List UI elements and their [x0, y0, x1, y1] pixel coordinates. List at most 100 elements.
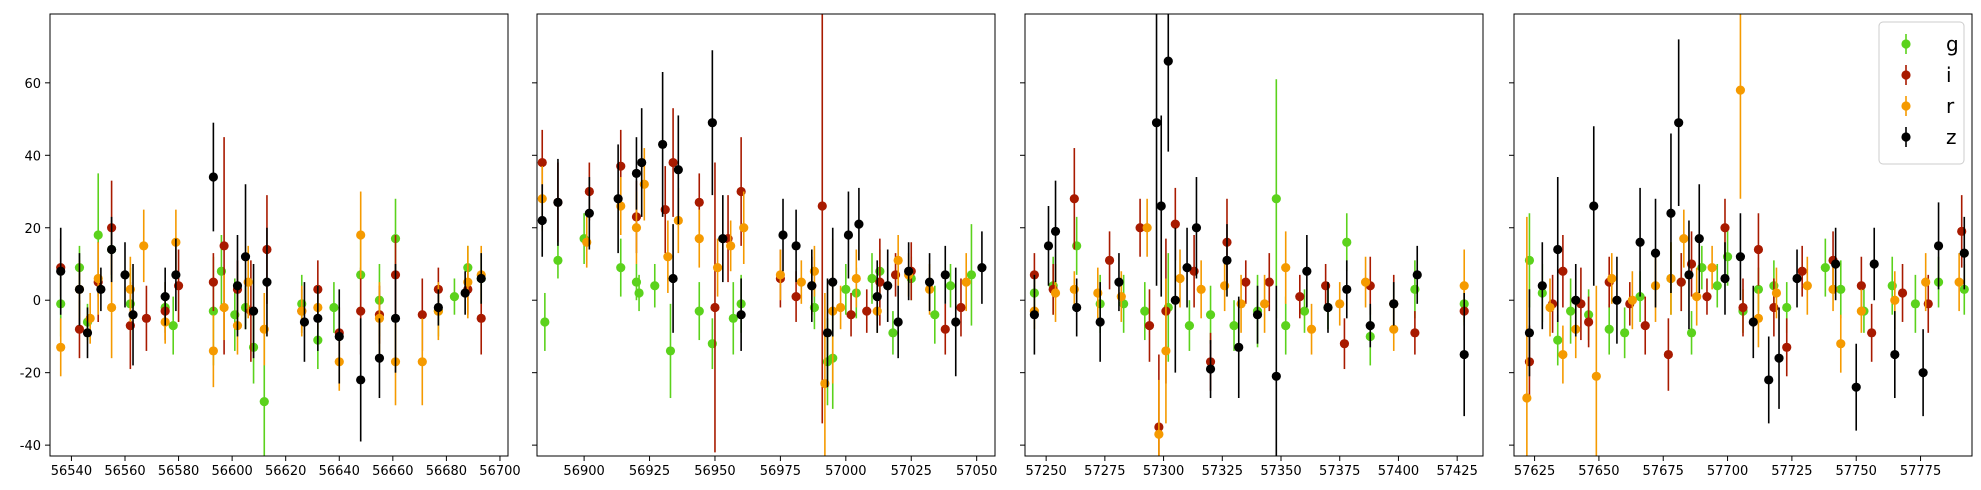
data-point [1782, 342, 1792, 352]
x-tick-label: 56680 [426, 464, 467, 479]
plot-area [56, 122, 486, 456]
data-point [1589, 201, 1599, 211]
data-point [1114, 277, 1124, 287]
data-point [977, 263, 987, 273]
panel-2: 56900 56925 56950 56975 57000 57025 57050 [532, 13, 997, 479]
data-point [791, 291, 801, 302]
series-z [1029, 14, 1469, 456]
data-point [835, 302, 846, 313]
data-point [1933, 241, 1944, 251]
data-point [1072, 302, 1082, 313]
data-point [160, 291, 170, 302]
data-point [1306, 324, 1317, 334]
data-point [1029, 310, 1039, 320]
data-point [924, 277, 935, 287]
data-point [1170, 219, 1180, 229]
series-i [1524, 195, 1967, 399]
legend-box [1878, 21, 1965, 165]
data-point [1558, 349, 1568, 360]
data-point [1566, 306, 1576, 316]
data-point [904, 266, 914, 276]
data-point [1537, 281, 1547, 291]
data-point [1264, 277, 1274, 287]
x-tick-label: 57725 [1771, 464, 1812, 479]
data-point [1792, 273, 1802, 284]
plot-area [537, 14, 987, 456]
data-point [718, 234, 728, 244]
data-point [1684, 270, 1694, 280]
data-point [712, 263, 723, 273]
data-point [107, 244, 117, 255]
data-point [107, 302, 117, 313]
data-point [694, 234, 704, 244]
data-point [1738, 302, 1748, 313]
data-point [1142, 223, 1152, 233]
data-point [1890, 295, 1900, 305]
data-point [1735, 85, 1746, 95]
data-point [893, 255, 903, 265]
x-tick-label: 57000 [825, 464, 866, 479]
data-point [1412, 270, 1422, 280]
data-point [1281, 320, 1291, 331]
data-point [1802, 281, 1812, 291]
data-point [817, 201, 827, 211]
data-point [299, 317, 310, 327]
data-point [851, 273, 861, 284]
data-point [1666, 208, 1676, 218]
x-tick-label: 57675 [1643, 464, 1684, 479]
data-point [1236, 299, 1246, 309]
data-point [1144, 320, 1155, 331]
data-point [56, 342, 66, 352]
data-point [707, 118, 717, 128]
x-tick-label: 57350 [1260, 464, 1301, 479]
legend-item-g: g [1901, 32, 1959, 56]
x-tick-label: 57400 [1378, 464, 1419, 479]
data-point [168, 320, 178, 331]
data-point [1220, 281, 1230, 291]
data-point [1890, 349, 1900, 360]
series-z [56, 122, 486, 442]
data-point [1459, 349, 1469, 360]
data-point [940, 324, 950, 334]
data-point [1050, 226, 1061, 236]
data-point [1043, 241, 1054, 251]
x-tick-label: 57375 [1319, 464, 1360, 479]
data-point [1302, 266, 1312, 276]
data-point [791, 241, 801, 251]
data-point [1836, 284, 1846, 294]
data-point [139, 241, 149, 251]
data-point [883, 281, 893, 291]
x-tick-label: 57625 [1514, 464, 1555, 479]
x-tick-label: 57650 [1578, 464, 1619, 479]
x-tick-label: 56900 [563, 464, 604, 479]
data-point [208, 277, 218, 287]
data-point [449, 291, 460, 302]
data-point [1069, 194, 1079, 204]
y-tick-label: 20 [24, 222, 41, 237]
data-point [843, 230, 854, 240]
data-point [1323, 302, 1333, 313]
x-tick-label: 56925 [629, 464, 670, 479]
data-point [390, 313, 401, 323]
legend-marker [1901, 132, 1911, 142]
data-point [1072, 241, 1082, 251]
data-point [1650, 248, 1661, 258]
series-i [1029, 148, 1469, 456]
data-point [1897, 288, 1908, 298]
data-point [374, 353, 385, 363]
data-point [739, 223, 749, 233]
x-tick-label: 56620 [265, 464, 306, 479]
x-tick-label: 56580 [158, 464, 199, 479]
data-point [1069, 284, 1079, 294]
data-point [1571, 295, 1581, 305]
data-point [665, 346, 676, 356]
data-point [846, 310, 856, 320]
data-point [631, 223, 642, 233]
legend-item-i: i [1901, 63, 1952, 87]
data-point [1093, 288, 1103, 298]
data-point [1271, 194, 1281, 204]
data-point [1342, 284, 1352, 294]
data-point [240, 252, 251, 262]
x-tick-label: 57775 [1900, 464, 1941, 479]
data-point [1365, 320, 1375, 331]
